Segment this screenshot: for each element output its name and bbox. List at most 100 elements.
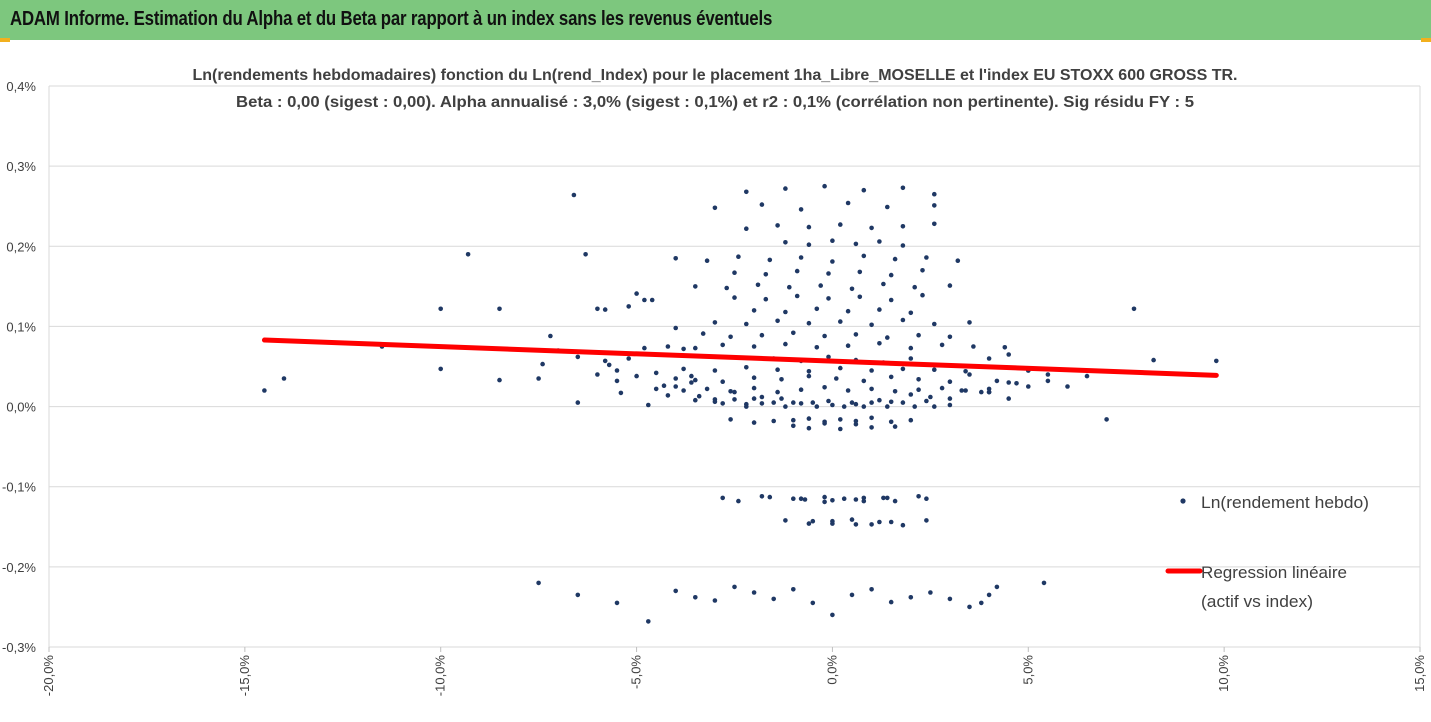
- data-point: [881, 281, 886, 287]
- data-point: [693, 377, 698, 383]
- data-point: [869, 587, 874, 592]
- data-point: [642, 345, 647, 351]
- data-point: [861, 253, 867, 259]
- data-point: [1045, 378, 1051, 384]
- data-point: [642, 297, 647, 303]
- data-point: [798, 387, 804, 393]
- data-point: [861, 495, 867, 501]
- data-point: [932, 221, 937, 227]
- data-point: [665, 393, 671, 398]
- data-point: [1045, 372, 1051, 377]
- data-point: [806, 224, 812, 230]
- corner-accent-top-right: [1421, 38, 1431, 42]
- data-point: [849, 286, 855, 292]
- data-point: [794, 268, 800, 274]
- data-point: [849, 592, 855, 598]
- data-point: [955, 258, 961, 263]
- data-point: [802, 497, 808, 502]
- x-tick-label: -15,0%: [237, 655, 252, 697]
- data-point: [646, 402, 651, 408]
- data-point: [602, 358, 608, 364]
- data-point: [693, 397, 698, 403]
- data-point: [798, 255, 804, 260]
- data-point: [830, 521, 835, 526]
- data-point: [908, 417, 914, 423]
- data-point: [771, 400, 776, 405]
- data-point: [885, 204, 890, 210]
- data-point: [744, 189, 749, 195]
- data-point: [888, 519, 894, 525]
- data-point: [704, 386, 710, 392]
- data-point: [1006, 396, 1011, 401]
- data-point: [892, 389, 898, 394]
- data-point: [806, 242, 812, 247]
- data-point: [841, 496, 847, 502]
- data-point: [947, 379, 953, 385]
- data-point: [810, 400, 816, 405]
- data-point: [767, 257, 773, 263]
- data-point: [751, 375, 757, 381]
- title-banner: ADAM Informe. Estimation du Alpha et du …: [0, 0, 1431, 40]
- data-point: [888, 399, 894, 405]
- data-point: [751, 420, 757, 425]
- data-point: [763, 296, 769, 302]
- y-tick-label: 0,0%: [6, 400, 36, 415]
- data-point: [771, 596, 776, 602]
- data-point: [979, 389, 984, 395]
- data-point: [720, 379, 725, 385]
- data-point: [822, 183, 827, 189]
- data-point: [877, 519, 882, 525]
- data-point: [1014, 381, 1019, 386]
- data-point: [653, 386, 659, 392]
- data-point: [806, 521, 812, 526]
- data-point: [783, 518, 788, 523]
- chart-title-line2: Beta : 0,00 (sigest : 0,00). Alpha annua…: [236, 94, 1194, 111]
- data-point: [779, 396, 784, 401]
- data-point: [932, 404, 937, 409]
- data-point: [814, 345, 820, 350]
- y-axis: 0,4% 0,3% 0,2% 0,1% 0,0% -0,1% -0,2% -0,3%: [2, 79, 36, 655]
- data-point: [575, 354, 581, 360]
- data-point: [536, 580, 541, 586]
- data-point: [775, 367, 780, 373]
- data-point: [673, 384, 678, 389]
- data-point: [853, 418, 859, 424]
- data-point: [787, 284, 792, 290]
- data-point: [900, 317, 906, 323]
- data-point: [1026, 384, 1031, 389]
- data-point: [712, 598, 718, 603]
- gridlines: [48, 85, 1421, 648]
- data-point: [861, 378, 867, 384]
- data-point: [986, 592, 992, 598]
- data-point: [924, 255, 929, 260]
- data-point: [947, 596, 953, 602]
- data-point: [693, 284, 698, 289]
- data-point: [869, 386, 874, 392]
- data-point: [497, 377, 502, 383]
- data-point: [908, 310, 914, 316]
- data-point: [826, 296, 831, 301]
- data-point: [681, 346, 686, 352]
- data-point: [810, 600, 816, 606]
- data-point: [732, 397, 737, 402]
- data-point: [1104, 417, 1109, 422]
- data-point: [759, 332, 765, 338]
- data-point: [736, 498, 741, 504]
- data-point: [767, 494, 773, 500]
- data-point: [861, 404, 867, 409]
- legend-label-regression-sub: (actif vs index): [1201, 592, 1313, 611]
- data-point: [700, 331, 706, 336]
- data-point: [1084, 373, 1090, 379]
- data-point: [845, 388, 851, 393]
- chart-title-line1: Ln(rendements hebdomadaires) fonction du…: [193, 67, 1238, 84]
- data-point: [724, 285, 729, 291]
- data-point: [665, 344, 671, 349]
- x-tick-label: 5,0%: [1020, 655, 1035, 685]
- data-point: [838, 319, 843, 324]
- data-point: [939, 385, 945, 391]
- data-point: [806, 425, 812, 431]
- data-point: [838, 222, 843, 227]
- data-point: [822, 385, 827, 390]
- data-point: [497, 306, 502, 312]
- data-point: [877, 239, 882, 244]
